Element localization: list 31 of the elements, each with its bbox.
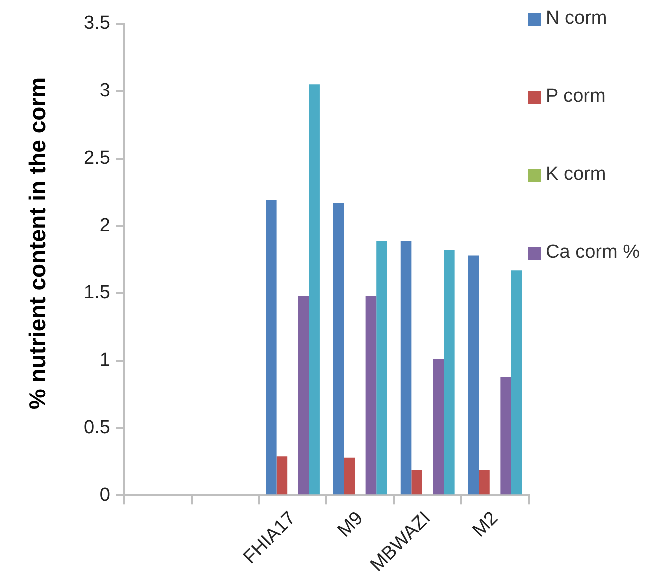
y-axis-title: % nutrient content in the corm: [24, 76, 52, 412]
bar: [266, 200, 277, 495]
bar: [376, 240, 388, 495]
bar: [309, 84, 320, 495]
y-tick-label: 2.5: [84, 148, 110, 169]
y-tick-label: 0: [100, 484, 110, 506]
x-tick-label: M9: [334, 508, 368, 542]
bar: [500, 377, 512, 495]
y-tick-label: 3: [100, 80, 110, 102]
bar: [400, 240, 412, 495]
bar: [433, 360, 444, 495]
bar: [333, 203, 344, 495]
legend-label: P corm: [546, 86, 606, 108]
y-tick-label: 0.5: [84, 418, 110, 438]
legend-label: N corm: [546, 8, 608, 30]
bar: [298, 296, 310, 495]
x-tick-label: M2: [469, 508, 503, 542]
y-tick-label: 1.5: [84, 282, 110, 304]
y-tick-label: 2: [100, 215, 110, 236]
bar: [366, 296, 377, 495]
y-tick-label: 3.5: [84, 13, 110, 34]
legend-label: K corm: [546, 164, 606, 186]
legend-label: Ca corm %: [546, 242, 640, 264]
bar: [444, 250, 455, 495]
bar: [344, 458, 356, 495]
bar: [511, 270, 522, 495]
bar: [412, 470, 422, 495]
y-tick-label: 1: [100, 350, 110, 372]
bar: [479, 470, 490, 495]
bar: [468, 256, 480, 495]
bar: [276, 456, 288, 495]
